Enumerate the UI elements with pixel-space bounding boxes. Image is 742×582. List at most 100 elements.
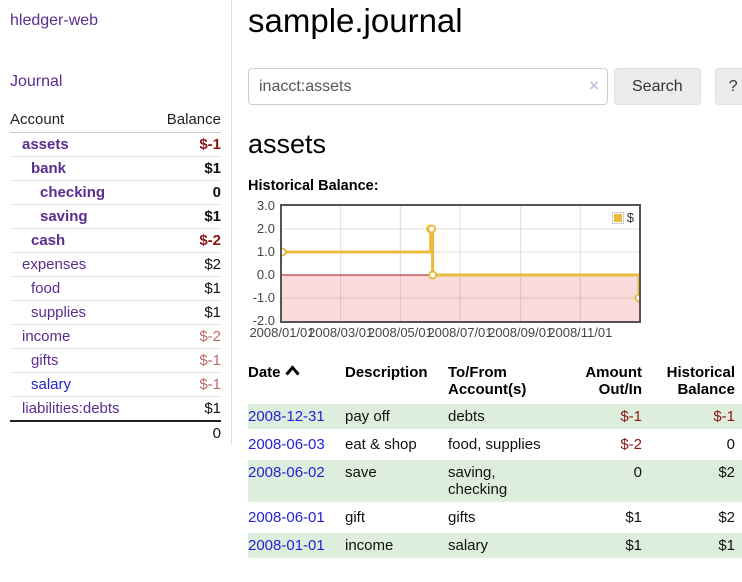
sort-ascending-icon xyxy=(284,365,300,376)
chart-y-axis-labels: 3.0 2.0 1.0 0.0 -1.0 -2.0 xyxy=(248,198,280,328)
clear-search-icon[interactable]: × xyxy=(589,76,599,95)
account-row-food: food $1 xyxy=(10,276,221,301)
account-row-cash: cash $-2 xyxy=(10,228,221,253)
help-button[interactable]: ? xyxy=(714,68,742,105)
register-header-row: Date Description To/From Account(s) Amou… xyxy=(248,364,742,404)
register-row: 2008-06-01 gift gifts $1 $2 xyxy=(248,503,742,533)
account-row-salary: salary $-1 xyxy=(10,372,221,397)
transaction-date-link[interactable]: 2008-01-01 xyxy=(248,537,325,554)
register-row: 2008-12-31 pay off debts $-1 $-1 xyxy=(248,404,742,432)
account-balance: $-2 xyxy=(151,324,221,349)
register-header-tofrom: To/From Account(s) xyxy=(448,364,560,404)
date-header-label: Date xyxy=(248,364,281,381)
register-row: 2008-06-03 eat & shop food, supplies $-2… xyxy=(248,430,742,460)
search-input[interactable] xyxy=(248,68,608,105)
accounts-total-value: 0 xyxy=(10,420,221,445)
transaction-balance: $1 xyxy=(650,531,742,561)
account-row-assets: assets $-1 xyxy=(10,132,221,157)
x-tick-label: 2008/07/01 xyxy=(427,325,493,340)
account-link-food[interactable]: food xyxy=(31,280,61,297)
transaction-accounts: debts xyxy=(448,404,560,432)
transaction-date-link[interactable]: 2008-06-02 xyxy=(248,464,325,481)
x-tick-label: 2008/01/01 xyxy=(249,325,315,340)
transaction-description: save xyxy=(345,458,448,505)
tofrom-line1: To/From xyxy=(448,364,507,381)
register-header-date[interactable]: Date xyxy=(248,364,345,404)
register-header-description: Description xyxy=(345,364,428,381)
chart-title: Historical Balance: xyxy=(248,178,379,194)
account-link-checking[interactable]: checking xyxy=(40,184,106,201)
account-balance: $1 xyxy=(204,400,221,417)
account-balance: $-1 xyxy=(151,132,221,157)
transaction-accounts: salary xyxy=(448,531,560,561)
account-balance: $2 xyxy=(151,252,221,277)
account-row-income: income $-2 xyxy=(10,324,221,349)
accounts-header-account: Account xyxy=(10,109,152,133)
transaction-description: income xyxy=(345,531,448,561)
register-header-historical: Historical Balance xyxy=(650,364,742,404)
account-link-assets[interactable]: assets xyxy=(22,136,69,153)
account-link-salary[interactable]: salary xyxy=(31,376,72,393)
transaction-date-link[interactable]: 2008-06-03 xyxy=(248,436,325,453)
legend-swatch-icon xyxy=(611,211,624,224)
account-link-saving[interactable]: saving xyxy=(40,208,88,225)
account-row-saving: saving $1 xyxy=(10,204,221,229)
x-tick-label: 2008/09/01 xyxy=(488,325,554,340)
transaction-balance: $-1 xyxy=(650,404,742,432)
transaction-balance: 0 xyxy=(650,430,742,460)
transaction-amount: $1 xyxy=(560,503,650,533)
transaction-balance: $2 xyxy=(650,503,742,533)
transaction-description: pay off xyxy=(345,404,448,432)
account-balance: $1 xyxy=(151,300,221,325)
transaction-date-link[interactable]: 2008-06-01 xyxy=(248,509,325,526)
transaction-amount: 0 xyxy=(560,458,650,505)
account-balance: $-1 xyxy=(151,372,221,397)
x-tick-label: 2008/05/01 xyxy=(367,325,433,340)
account-link-liabilities-debts[interactable]: liabilities:debts xyxy=(22,400,120,417)
x-tick-label: 2008/03/01 xyxy=(308,325,374,340)
y-tick-label: 2.0 xyxy=(256,221,275,236)
account-link-gifts[interactable]: gifts xyxy=(31,352,59,369)
accounts-header-balance: Balance xyxy=(151,109,221,133)
transaction-description: eat & shop xyxy=(345,430,448,460)
amount-line1: Amount xyxy=(585,364,642,381)
x-tick-label: 2008/11/01 xyxy=(548,325,613,340)
account-link-cash[interactable]: cash xyxy=(31,232,66,249)
transaction-amount: $1 xyxy=(560,531,650,561)
transaction-amount: $-2 xyxy=(560,430,650,460)
account-row-liabilities-debts: liabilities:debts $1 xyxy=(10,397,221,422)
legend-label: $ xyxy=(626,210,634,225)
account-balance: $-2 xyxy=(151,228,221,253)
account-row-bank: bank $1 xyxy=(10,156,221,181)
transaction-accounts: gifts xyxy=(448,503,560,533)
account-row-checking: checking 0 xyxy=(10,180,221,205)
tofrom-line2: Account(s) xyxy=(448,381,527,398)
account-row-gifts: gifts $-1 xyxy=(10,348,221,373)
account-balance: $1 xyxy=(151,156,221,181)
account-link-bank[interactable]: bank xyxy=(31,160,67,177)
sidebar: hledger-web Journal Account Balance asse… xyxy=(0,0,232,445)
account-link-income[interactable]: income xyxy=(22,328,71,345)
account-balance: $1 xyxy=(151,204,221,229)
search-button[interactable]: Search xyxy=(614,68,701,105)
page-title: sample.journal xyxy=(248,2,463,39)
hist-line2: Balance xyxy=(677,381,735,398)
account-balance: 0 xyxy=(151,180,221,205)
transaction-date-link[interactable]: 2008-12-31 xyxy=(248,408,325,425)
sidebar-item-journal[interactable]: Journal xyxy=(10,73,63,90)
account-heading: assets xyxy=(248,129,327,159)
account-balance: $-1 xyxy=(151,348,221,373)
amount-line2: Out/In xyxy=(598,381,642,398)
register-row: 2008-01-01 income salary $1 $1 xyxy=(248,531,742,561)
account-link-supplies[interactable]: supplies xyxy=(31,304,87,321)
register-table: Date Description To/From Account(s) Amou… xyxy=(248,364,742,561)
historical-balance-chart: 3.0 2.0 1.0 0.0 -1.0 -2.0 $ 2008/01/01 2008/03… xyxy=(248,198,742,341)
app-title-link[interactable]: hledger-web xyxy=(10,12,99,29)
hist-line1: Historical xyxy=(666,364,735,381)
accounts-header-row: Account Balance xyxy=(10,109,221,133)
chart-canvas xyxy=(282,206,639,321)
account-link-expenses[interactable]: expenses xyxy=(22,256,87,273)
account-row-supplies: supplies $1 xyxy=(10,300,221,325)
transaction-description: gift xyxy=(345,503,448,533)
page: hledger-web Journal Account Balance asse… xyxy=(0,0,742,561)
